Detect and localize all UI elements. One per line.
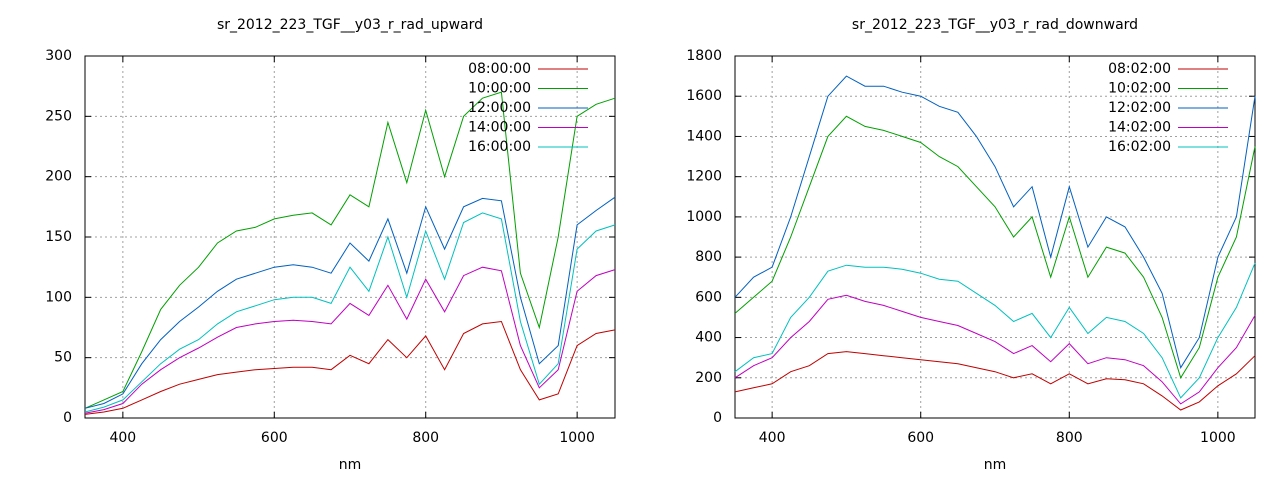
y-tick-label: 300 — [45, 48, 72, 64]
x-tick-label: 600 — [907, 430, 934, 446]
y-tick-label: 1600 — [686, 88, 722, 104]
y-tick-label: 250 — [45, 108, 72, 124]
y-tick-label: 200 — [695, 370, 722, 386]
y-tick-label: 800 — [695, 249, 722, 265]
series-line — [84, 196, 616, 409]
plot-frame — [734, 55, 1256, 419]
y-tick-label: 0 — [63, 410, 72, 426]
legend-label: 08:00:00 — [468, 61, 531, 77]
plot-frame — [84, 55, 616, 419]
series-line — [84, 320, 616, 415]
series-line — [734, 294, 1256, 405]
legend-label: 12:00:00 — [468, 100, 531, 116]
x-tick-label: 1000 — [1200, 430, 1236, 446]
legend-label: 12:02:00 — [1108, 100, 1171, 116]
series-line — [84, 91, 616, 409]
x-tick-label: 1000 — [559, 430, 595, 446]
series-line — [84, 212, 616, 413]
x-tick-label: 800 — [412, 430, 439, 446]
y-tick-label: 600 — [695, 289, 722, 305]
legend-label: 10:02:00 — [1108, 81, 1171, 97]
y-tick-label: 100 — [45, 289, 72, 305]
legend-label: 16:00:00 — [468, 139, 531, 155]
y-tick-label: 1200 — [686, 169, 722, 185]
legend-label: 16:02:00 — [1108, 139, 1171, 155]
x-axis-label: nm — [984, 457, 1007, 473]
series-line — [734, 262, 1256, 399]
y-tick-label: 1800 — [686, 48, 722, 64]
y-tick-label: 1000 — [686, 209, 722, 225]
y-tick-label: 0 — [713, 410, 722, 426]
legend-label: 14:00:00 — [468, 120, 531, 136]
legend-label: 10:00:00 — [468, 81, 531, 97]
x-tick-label: 800 — [1056, 430, 1083, 446]
chart-title: sr_2012_223_TGF__y03_r_rad_upward — [217, 17, 483, 33]
y-tick-label: 1400 — [686, 128, 722, 144]
y-tick-label: 400 — [695, 330, 722, 346]
series-line — [734, 351, 1256, 411]
x-tick-label: 400 — [109, 430, 136, 446]
x-tick-label: 600 — [261, 430, 288, 446]
chart-title: sr_2012_223_TGF__y03_r_rad_downward — [852, 17, 1138, 33]
legend-label: 14:02:00 — [1108, 120, 1171, 136]
x-axis-label: nm — [339, 457, 362, 473]
x-tick-label: 400 — [759, 430, 786, 446]
series-line — [734, 75, 1256, 369]
y-tick-label: 150 — [45, 229, 72, 245]
legend-label: 08:02:00 — [1108, 61, 1171, 77]
y-tick-label: 50 — [54, 350, 72, 366]
y-tick-label: 200 — [45, 169, 72, 185]
series-line — [734, 115, 1256, 380]
series-line — [84, 266, 616, 414]
